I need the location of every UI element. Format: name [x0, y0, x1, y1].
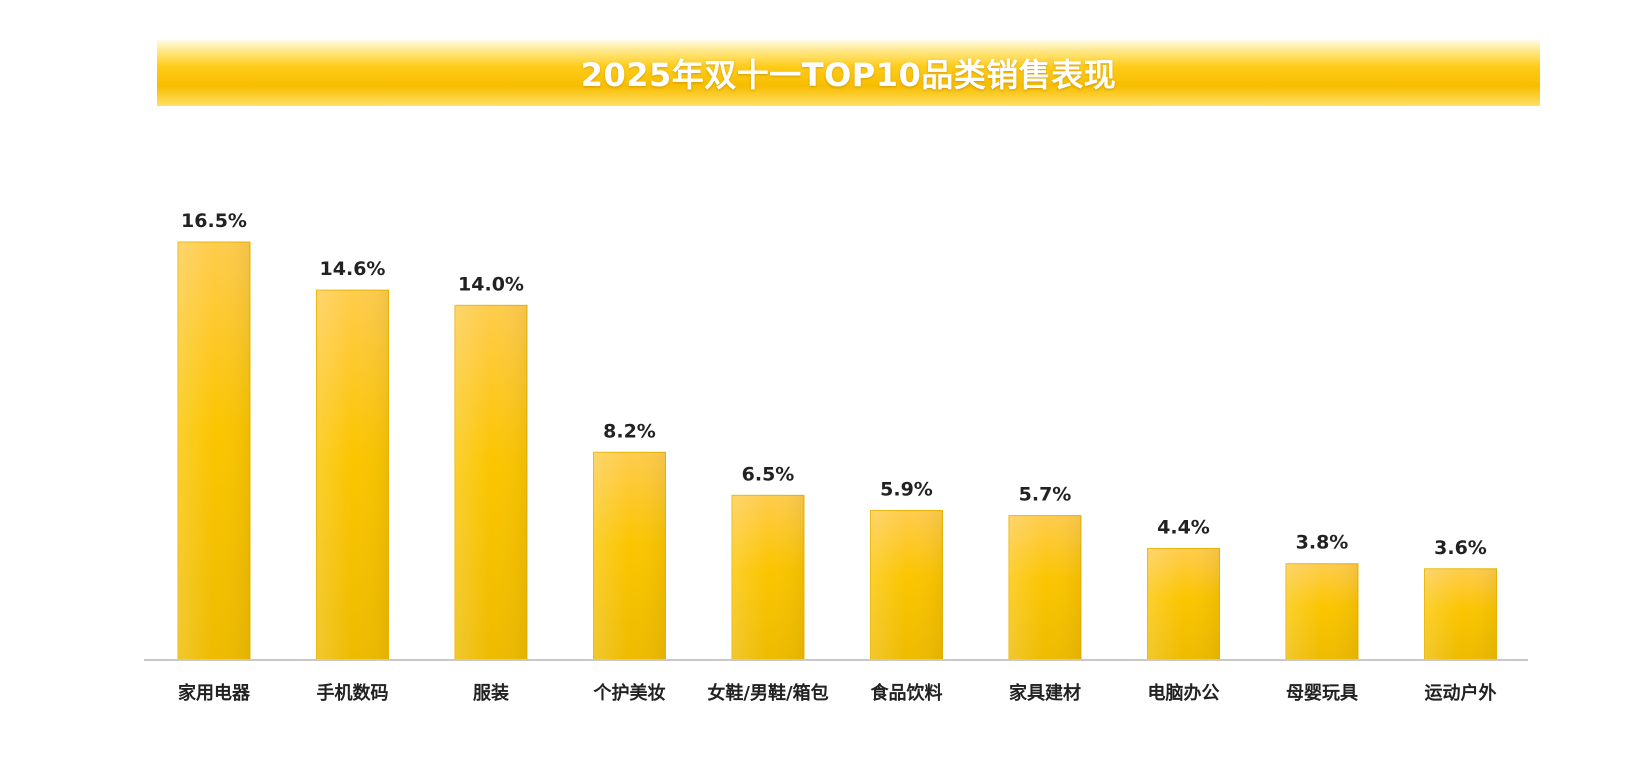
- category-label-4: 个护美妆: [593, 682, 666, 704]
- category-label-10: 运动户外: [1425, 682, 1497, 704]
- bar-sheen-5: [732, 495, 804, 660]
- value-label-1: 16.5%: [181, 210, 247, 232]
- value-label-3: 14.0%: [458, 273, 524, 295]
- bar-sheen-6: [870, 510, 943, 660]
- value-label-8: 4.4%: [1157, 517, 1210, 539]
- category-label-1: 家用电器: [178, 682, 251, 704]
- category-label-7: 家具建材: [1009, 682, 1081, 704]
- category-label-9: 母婴玩具: [1286, 683, 1358, 704]
- category-label-8: 电脑办公: [1148, 682, 1220, 704]
- bar-sheen-1: [178, 242, 250, 660]
- bar-sheen-2: [316, 290, 389, 660]
- value-label-9: 3.8%: [1296, 532, 1349, 554]
- bar-sheen-3: [455, 305, 527, 660]
- bar-sheen-4: [593, 452, 666, 660]
- value-label-10: 3.6%: [1434, 537, 1487, 559]
- bar-sheen-8: [1147, 548, 1220, 660]
- bars-group: 16.5% 14.6% 14.0% 8.2% 6.5% 5.9% 5.7% 4.4% 3.8% 3…: [177, 210, 1497, 661]
- value-label-5: 6.5%: [742, 463, 795, 485]
- category-label-2: 手机数码: [317, 682, 389, 704]
- bar-sheen-9: [1286, 563, 1358, 660]
- bar-sheen-7: [1009, 515, 1081, 660]
- category-label-6: 食品饮料: [870, 682, 943, 704]
- x-tick-labels: 家用电器 手机数码 服装 个护美妆 女鞋/男鞋/箱包 食品饮料 家具建材 电脑办公 母婴玩具 运动…: [178, 682, 1497, 704]
- category-label-3: 服装: [473, 682, 509, 704]
- value-label-7: 5.7%: [1019, 484, 1072, 506]
- value-label-4: 8.2%: [603, 420, 656, 442]
- value-label-2: 14.6%: [320, 258, 386, 280]
- bar-sheen-10: [1424, 568, 1497, 660]
- title-banner: 2025年双十一TOP10品类销售表现: [157, 40, 1540, 106]
- category-label-5: 女鞋/男鞋/箱包: [707, 682, 828, 704]
- chart-title: 2025年双十一TOP10品类销售表现: [580, 56, 1117, 94]
- value-label-6: 5.9%: [880, 479, 933, 501]
